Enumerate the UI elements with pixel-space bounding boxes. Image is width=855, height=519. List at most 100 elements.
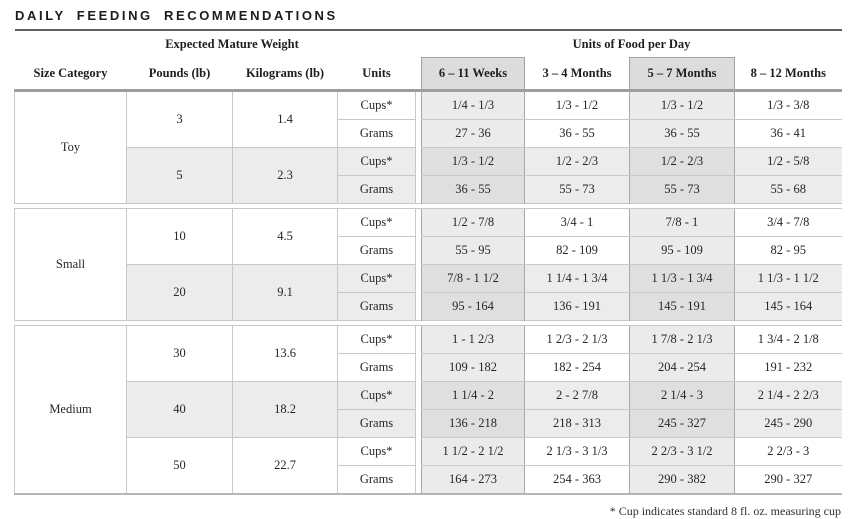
table-row: Grams 36 - 55 55 - 73 55 - 73 55 - 68 xyxy=(15,175,842,204)
grams-value-cell: 55 - 73 xyxy=(524,175,630,204)
cups-value-cell: 1 1/4 - 2 xyxy=(421,381,525,410)
cups-value-cell: 1 2/3 - 2 1/3 xyxy=(524,325,630,354)
column-header-kilograms: Kilograms (lb) xyxy=(232,57,338,92)
column-gap-spacer xyxy=(415,208,422,265)
units-grams-label: Grams xyxy=(337,465,416,494)
cups-value-cell: 1/2 - 2/3 xyxy=(629,147,735,176)
column-gap-spacer xyxy=(415,57,422,92)
table-row: Grams 164 - 273 254 - 363 290 - 382 290 - 32… xyxy=(15,465,842,494)
column-gap-spacer xyxy=(415,264,422,321)
grams-value-cell: 290 - 382 xyxy=(629,465,735,494)
grams-value-cell: 55 - 68 xyxy=(734,175,842,204)
cups-value-cell: 2 2/3 - 3 xyxy=(734,437,842,466)
cups-value-cell: 1 1/4 - 1 3/4 xyxy=(524,264,630,293)
kilograms-cell: 9.1 xyxy=(232,264,338,321)
page-title: DAILY FEEDING RECOMMENDATIONS xyxy=(15,8,338,23)
pounds-cell: 20 xyxy=(126,264,233,321)
grams-value-cell: 245 - 290 xyxy=(734,409,842,438)
column-header-3-4-months: 3 – 4 Months xyxy=(524,57,630,92)
table-row: 20 9.1 Cups* 7/8 - 1 1/2 1 1/4 - 1 3/4 1 1/3 … xyxy=(15,264,842,321)
column-gap-spacer xyxy=(415,147,422,204)
grams-value-cell: 145 - 191 xyxy=(629,292,735,321)
section-separator xyxy=(14,203,842,209)
column-header-size-category: Size Category xyxy=(14,57,127,92)
grams-value-cell: 204 - 254 xyxy=(629,353,735,382)
pounds-cell: 3 xyxy=(126,90,233,148)
cups-value-cell: 1 3/4 - 2 1/8 xyxy=(734,325,842,354)
cups-value-cell: 3/4 - 1 xyxy=(524,208,630,237)
group-header-empty xyxy=(14,29,127,58)
grams-value-cell: 36 - 55 xyxy=(524,119,630,148)
pounds-cell: 40 xyxy=(126,381,233,438)
size-category-cell: Small xyxy=(14,208,127,321)
size-category-cell: Medium xyxy=(14,325,127,494)
table-row: Small 10 4.5 Cups* 1/2 - 7/8 3/4 - 1 7/8 - 1 3/… xyxy=(14,208,842,321)
kilograms-cell: 2.3 xyxy=(232,147,338,204)
grams-value-cell: 290 - 327 xyxy=(734,465,842,494)
table-row: 50 22.7 Cups* 1 1/2 - 2 1/2 2 1/3 - 3 1/3 2 2… xyxy=(15,437,842,494)
grams-value-cell: 136 - 191 xyxy=(524,292,630,321)
units-cups-label: Cups* xyxy=(337,208,416,237)
column-header-8-12-months: 8 – 12 Months xyxy=(734,57,842,92)
column-gap-spacer xyxy=(415,29,422,58)
group-header-row: Expected Mature Weight Units of Food per… xyxy=(14,29,842,58)
table-row: 5 2.3 Cups* 1/3 - 1/2 1/2 - 2/3 1/2 - 2/3 1/2 … xyxy=(15,147,842,204)
grams-value-cell: 218 - 313 xyxy=(524,409,630,438)
units-cups-label: Cups* xyxy=(337,325,416,354)
group-header-empty xyxy=(337,29,416,58)
cups-value-cell: 2 1/4 - 2 2/3 xyxy=(734,381,842,410)
units-cups-label: Cups* xyxy=(337,264,416,293)
grams-value-cell: 36 - 55 xyxy=(421,175,525,204)
grams-value-cell: 95 - 109 xyxy=(629,236,735,265)
cups-value-cell: 2 1/3 - 3 1/3 xyxy=(524,437,630,466)
grams-value-cell: 55 - 95 xyxy=(421,236,525,265)
grams-value-cell: 95 - 164 xyxy=(421,292,525,321)
pounds-cell: 50 xyxy=(126,437,233,494)
cups-value-cell: 1 1/3 - 1 3/4 xyxy=(629,264,735,293)
cup-footnote: * Cup indicates standard 8 fl. oz. measu… xyxy=(609,504,841,518)
column-gap-spacer xyxy=(415,325,422,382)
cups-value-cell: 1/3 - 1/2 xyxy=(524,90,630,120)
table-row: Grams 27 - 36 36 - 55 36 - 55 36 - 41 xyxy=(15,119,842,148)
cups-value-cell: 2 2/3 - 3 1/2 xyxy=(629,437,735,466)
cups-value-cell: 1/3 - 1/2 xyxy=(629,90,735,120)
cups-value-cell: 1 7/8 - 2 1/3 xyxy=(629,325,735,354)
cups-value-cell: 1/3 - 1/2 xyxy=(421,147,525,176)
kilograms-cell: 22.7 xyxy=(232,437,338,494)
section-separator xyxy=(14,320,842,326)
grams-value-cell: 145 - 164 xyxy=(734,292,842,321)
units-cups-label: Cups* xyxy=(337,381,416,410)
units-grams-label: Grams xyxy=(337,175,416,204)
units-grams-label: Grams xyxy=(337,236,416,265)
units-grams-label: Grams xyxy=(337,119,416,148)
column-header-pounds: Pounds (lb) xyxy=(126,57,233,92)
grams-value-cell: 55 - 73 xyxy=(629,175,735,204)
grams-value-cell: 27 - 36 xyxy=(421,119,525,148)
column-gap-spacer xyxy=(415,381,422,438)
table-row: Grams 95 - 164 136 - 191 145 - 191 145 - 164 xyxy=(15,292,842,321)
units-grams-label: Grams xyxy=(337,353,416,382)
table-row: Toy 3 1.4 Cups* 1/4 - 1/3 1/3 - 1/2 1/3 - 1/2 1… xyxy=(14,90,842,204)
column-gap-spacer xyxy=(415,437,422,494)
table-row: Grams 55 - 95 82 - 109 95 - 109 82 - 95 xyxy=(15,236,842,265)
table-bottom-rule xyxy=(14,493,842,496)
units-grams-label: Grams xyxy=(337,409,416,438)
cups-value-cell: 1/2 - 2/3 xyxy=(524,147,630,176)
group-header-expected-mature-weight: Expected Mature Weight xyxy=(126,29,338,58)
grams-value-cell: 36 - 55 xyxy=(629,119,735,148)
grams-value-cell: 82 - 109 xyxy=(524,236,630,265)
units-cups-label: Cups* xyxy=(337,147,416,176)
separator-line xyxy=(14,493,842,496)
cups-value-cell: 3/4 - 7/8 xyxy=(734,208,842,237)
table-row: Medium 30 13.6 Cups* 1 - 1 2/3 1 2/3 - 2 1/3 1… xyxy=(14,325,842,494)
cups-value-cell: 1/4 - 1/3 xyxy=(421,90,525,120)
grams-value-cell: 109 - 182 xyxy=(421,353,525,382)
grams-value-cell: 182 - 254 xyxy=(524,353,630,382)
pounds-cell: 5 xyxy=(126,147,233,204)
feeding-table-body: Toy 3 1.4 Cups* 1/4 - 1/3 1/3 - 1/2 1/3 - 1/2 1… xyxy=(14,90,842,496)
grams-value-cell: 164 - 273 xyxy=(421,465,525,494)
kilograms-cell: 13.6 xyxy=(232,325,338,382)
units-grams-label: Grams xyxy=(337,292,416,321)
cups-value-cell: 7/8 - 1 xyxy=(629,208,735,237)
cups-value-cell: 1 1/2 - 2 1/2 xyxy=(421,437,525,466)
